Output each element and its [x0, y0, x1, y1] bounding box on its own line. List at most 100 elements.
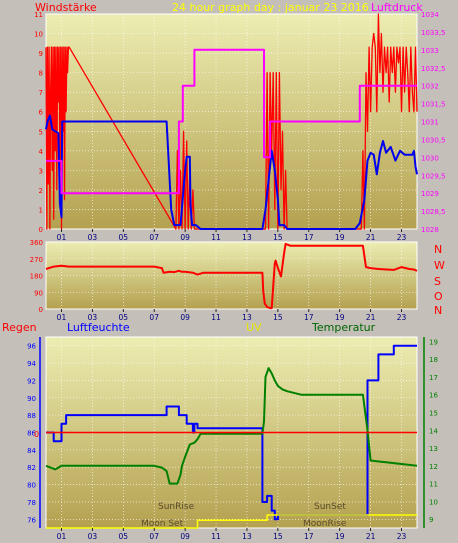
x-tick-label: 21: [366, 233, 376, 242]
series-line-uv: [46, 514, 417, 529]
series-line-avg: [45, 114, 418, 230]
y-left-tick-label: 180: [30, 273, 43, 281]
y-right-tick-label: 9: [429, 516, 433, 524]
chart-title: 24 hour graph day : januar 23 2016: [172, 1, 369, 14]
y-right-tick-label: 1030,5: [421, 136, 446, 144]
y-left-tick-label: 76: [27, 516, 36, 524]
rain-label: Regen: [2, 321, 37, 334]
y-left-tick-label: 270: [30, 256, 43, 264]
uv-label: UV: [246, 321, 262, 334]
climate-series: [45, 344, 418, 529]
y-left-tick-label: 82: [27, 464, 36, 472]
sunrise-annotation: SunRise: [158, 502, 195, 512]
y-right-tick-label: 1028: [421, 226, 439, 234]
y-left-tick-label: 88: [27, 412, 36, 420]
wind-axis-label: Windstärke: [35, 1, 97, 14]
y-left-tick-label: 7: [39, 89, 43, 97]
x-tick-label: 13: [242, 532, 252, 541]
y-left-tick-label: 90: [34, 289, 43, 297]
y-left-tick-label: 5: [39, 128, 43, 136]
y-left-tick-label: 90: [27, 395, 36, 403]
x-tick-label: 15: [273, 233, 283, 242]
y-right-tick-label: 1031: [421, 119, 439, 127]
y-right-tick-label: 1034: [421, 11, 439, 19]
humidity-label: Luftfeuchte: [67, 321, 130, 334]
y-right-tick-label: 15: [429, 410, 438, 418]
y-left-tick-label: 8: [39, 70, 43, 78]
y-left-tick-label: 360: [30, 239, 43, 247]
series-line-direction: [45, 242, 418, 310]
y-right-tick-label: 1031,5: [421, 101, 446, 109]
compass-label-w: W: [434, 259, 445, 272]
x-tick-label: 01: [57, 313, 67, 322]
y-left-tick-label: 6: [39, 109, 44, 117]
x-tick-label: 17: [304, 313, 314, 322]
y-right-tick-label: 1029,5: [421, 172, 446, 180]
x-tick-label: 01: [57, 233, 67, 242]
temperature-label: Temperatur: [311, 321, 376, 334]
x-tick-label: 21: [366, 313, 376, 322]
wind-direction-grid: [46, 241, 417, 310]
y-right-tick-label: 1033: [421, 47, 439, 55]
x-tick-label: 11: [211, 532, 221, 541]
pressure-axis-label: Luftdruck: [371, 1, 423, 14]
wind-direction-axes: 01 03 05 07 09 11 13 15 17 19 21 23 0 90 180 270 360: [30, 239, 407, 322]
x-tick-label: 13: [242, 233, 252, 242]
x-tick-label: 03: [88, 532, 98, 541]
x-tick-label: 23: [397, 532, 407, 541]
x-tick-label: 05: [119, 233, 129, 242]
y-right-tick-label: 1033,5: [421, 29, 446, 37]
x-tick-label: 05: [119, 313, 129, 322]
y-left-tick-label: 86: [27, 430, 36, 438]
x-tick-label: 07: [149, 532, 159, 541]
x-tick-label: 17: [304, 532, 314, 541]
x-tick-label: 19: [335, 313, 345, 322]
x-tick-label: 07: [149, 233, 159, 242]
climate-axes: 01 03 05 07 09 11 13 15 17 19 21 237678808284868890…: [27, 338, 438, 541]
y-left-tick-label: 92: [27, 377, 36, 385]
y-right-tick-label: 19: [429, 338, 438, 346]
moonrise-annotation: MoonRise: [303, 519, 347, 529]
y-right-tick-label: 1029: [421, 190, 439, 198]
y-right-tick-label: 11: [429, 481, 438, 489]
y-left-tick-label: 0: [39, 226, 43, 234]
y-right-tick-label: 1028,5: [421, 208, 446, 216]
x-tick-label: 03: [88, 233, 98, 242]
y-left-tick-label: 80: [27, 482, 36, 490]
x-tick-label: 17: [304, 233, 314, 242]
x-tick-label: 03: [88, 313, 98, 322]
y-left-tick-label: 0: [39, 306, 43, 314]
y-left-tick-label: 2: [39, 187, 43, 195]
x-tick-label: 09: [180, 313, 190, 322]
y-right-tick-label: 1032: [421, 83, 439, 91]
x-tick-label: 11: [211, 233, 221, 242]
x-tick-label: 23: [397, 313, 407, 322]
y-right-tick-label: 1030: [421, 154, 439, 162]
series-line-temperature: [45, 367, 418, 485]
sunset-annotation: SunSet: [314, 502, 346, 512]
compass-label-n-bottom: N: [434, 304, 442, 317]
x-tick-label: 05: [119, 532, 129, 541]
x-tick-label: 07: [149, 313, 159, 322]
y-left-tick-label: 3: [39, 167, 43, 175]
y-left-tick-label: 11: [34, 11, 43, 19]
y-left-tick-label: 84: [27, 447, 36, 455]
x-tick-label: 19: [335, 233, 345, 242]
wind-pressure-series: [45, 13, 418, 230]
y-right-tick-label: 17: [429, 374, 438, 382]
series-line-pressure: [46, 48, 417, 195]
y-left-tick-label: 94: [27, 360, 36, 368]
compass-labels: N W S O N: [434, 243, 445, 317]
x-tick-label: 15: [273, 532, 283, 541]
y-right-tick-label: 1032,5: [421, 65, 446, 73]
compass-label-s: S: [434, 275, 441, 288]
rain-zero-label: 0: [34, 430, 39, 439]
wind-pressure-axes: 01 03 05 07 09 11 13 15 17 19 21 230123456789101110…: [34, 11, 445, 242]
y-left-tick-label: 96: [27, 343, 36, 351]
y-right-tick-label: 12: [429, 463, 438, 471]
y-right-tick-label: 10: [429, 498, 438, 506]
y-right-tick-label: 14: [429, 427, 438, 435]
x-tick-label: 15: [273, 313, 283, 322]
y-right-tick-label: 16: [429, 392, 438, 400]
